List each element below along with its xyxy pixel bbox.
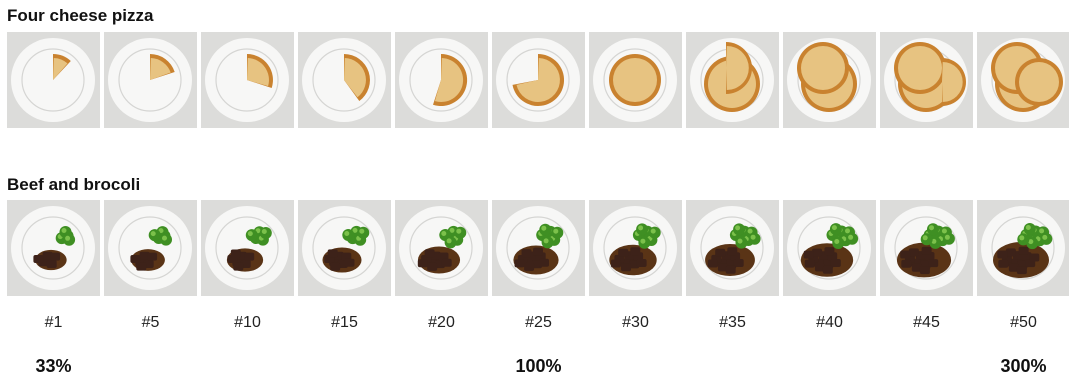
beef-broccoli-portion-photo <box>201 200 294 296</box>
beef-broccoli-portion-photo <box>104 200 197 296</box>
beef-broccoli-image-strip <box>7 200 1069 296</box>
pizza-portion-photo <box>783 32 876 128</box>
portion-number-label: #10 <box>234 314 261 331</box>
beef-broccoli-portion-photo <box>7 200 100 296</box>
beef-broccoli-portion-photo <box>686 200 779 296</box>
beef-broccoli-portion-photo <box>492 200 585 296</box>
pizza-portion-photo <box>686 32 779 128</box>
portion-number-label: #1 <box>44 314 63 331</box>
percent-marker: 100% <box>515 356 562 376</box>
portion-number-label: #15 <box>331 314 358 331</box>
beef-broccoli-portion-photo <box>395 200 488 296</box>
pizza-portion-photo <box>201 32 294 128</box>
beef-broccoli-portion-photo <box>589 200 682 296</box>
pizza-portion-photo <box>104 32 197 128</box>
beef-broccoli-portion-photo <box>977 200 1069 296</box>
pizza-portion-photo <box>492 32 585 128</box>
portion-number-label: #35 <box>719 314 746 331</box>
pizza-row-title: Four cheese pizza <box>7 6 154 25</box>
pizza-portion-photo <box>977 32 1069 128</box>
beef-broccoli-portion-photo <box>880 200 973 296</box>
beef-broccoli-portion-photo <box>783 200 876 296</box>
pizza-portion-photo <box>880 32 973 128</box>
portion-number-label: #30 <box>622 314 649 331</box>
pizza-image-strip <box>7 32 1069 128</box>
beef-broccoli-row-title: Beef and brocoli <box>7 175 141 194</box>
portion-number-label: #20 <box>428 314 455 331</box>
pizza-portion-photo <box>298 32 391 128</box>
percent-marker: 33% <box>35 356 72 376</box>
portion-number-label: #40 <box>816 314 843 331</box>
beef-broccoli-portion-photo <box>298 200 391 296</box>
pizza-portion-photo <box>395 32 488 128</box>
portion-number-label: #5 <box>141 314 160 331</box>
pizza-portion-photo <box>7 32 100 128</box>
pizza-portion-photo <box>589 32 682 128</box>
portion-number-label: #45 <box>913 314 940 331</box>
portion-number-label: #25 <box>525 314 552 331</box>
portion-number-label: #50 <box>1010 314 1037 331</box>
percent-marker: 300% <box>1000 356 1047 376</box>
